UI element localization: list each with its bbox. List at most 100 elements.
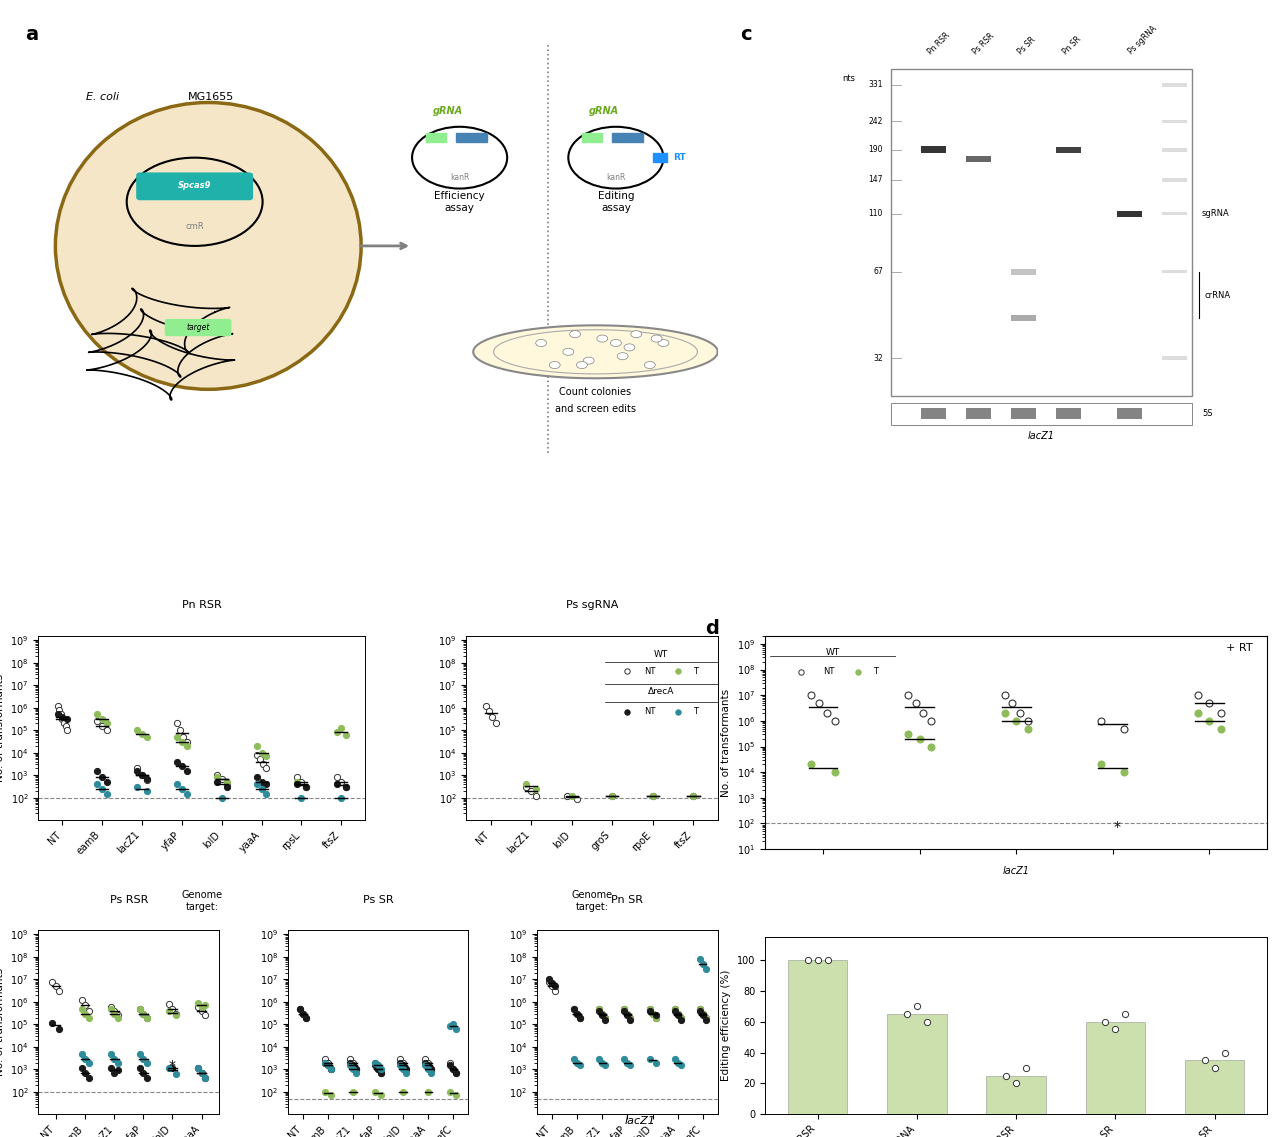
Point (296, 1009, 316, 1027)
Point (570, 1009, 590, 1027)
Point (216, 773, 237, 791)
Bar (1162, 211, 1187, 216)
Point (133, 1004, 154, 1022)
Point (595, 1011, 616, 1029)
Point (92, 780, 113, 798)
Point (127, 721, 147, 739)
Point (667, 1004, 687, 1022)
Point (671, 1009, 691, 1027)
Point (87, 712, 108, 730)
Point (690, 999, 710, 1018)
Point (1114, 763, 1134, 781)
Point (440, 1018, 461, 1036)
Bar (456, 133, 486, 142)
Point (137, 1069, 157, 1087)
Bar (1056, 147, 1082, 152)
Point (365, 1053, 385, 1071)
Point (247, 775, 268, 794)
Point (393, 1056, 413, 1074)
Point (211, 770, 232, 788)
Point (137, 770, 157, 788)
Point (365, 1082, 385, 1101)
Text: lacZ1: lacZ1 (1028, 431, 1055, 441)
Point (108, 1053, 128, 1071)
Bar (653, 153, 667, 163)
Circle shape (584, 357, 594, 364)
Text: gRNA: gRNA (433, 106, 462, 116)
Point (440, 1082, 461, 1101)
Bar (987, 1076, 1046, 1114)
Point (47, 705, 68, 723)
Point (195, 996, 215, 1014)
Point (419, 1053, 439, 1071)
Point (995, 686, 1015, 704)
Point (100, 1045, 120, 1063)
Point (87, 775, 108, 794)
Point (621, 1009, 641, 1027)
Text: Ps RSR: Ps RSR (972, 31, 996, 56)
Point (256, 747, 276, 765)
Point (47, 697, 68, 715)
Text: RT: RT (673, 153, 686, 163)
Point (1091, 712, 1111, 730)
Point (667, 1006, 687, 1024)
Point (52, 711, 73, 729)
Point (897, 725, 918, 744)
Circle shape (644, 362, 655, 368)
Point (617, 1053, 637, 1071)
Text: Genome
target:: Genome target: (572, 890, 613, 912)
Point (50, 705, 70, 723)
Point (92, 711, 113, 729)
Bar (966, 156, 991, 163)
Point (443, 1060, 463, 1078)
Point (346, 1060, 366, 1078)
Point (332, 773, 352, 791)
Point (256, 785, 276, 803)
Point (87, 762, 108, 780)
Text: 110: 110 (869, 209, 883, 218)
Point (570, 1009, 590, 1027)
Text: kanR: kanR (451, 173, 470, 182)
Text: cmR: cmR (186, 222, 204, 231)
Point (897, 686, 918, 704)
Point (920, 712, 941, 730)
Point (570, 1056, 590, 1074)
Point (137, 782, 157, 800)
Point (567, 1053, 588, 1071)
Point (824, 712, 845, 730)
Text: a: a (24, 25, 38, 44)
Point (92, 717, 113, 736)
Point (104, 1049, 124, 1068)
Point (639, 1002, 659, 1020)
Point (639, 1049, 659, 1068)
Bar (887, 1014, 947, 1114)
Point (177, 785, 197, 803)
Point (251, 744, 271, 762)
Point (177, 733, 197, 752)
Title: Ps RSR: Ps RSR (110, 895, 148, 905)
Point (617, 1006, 637, 1024)
Point (129, 1059, 150, 1077)
Point (621, 1009, 641, 1027)
Text: 331: 331 (869, 81, 883, 90)
Point (614, 1049, 635, 1068)
Text: 32: 32 (873, 354, 883, 363)
Point (129, 999, 150, 1018)
Text: crRNA: crRNA (1204, 291, 1230, 299)
Bar (426, 133, 445, 142)
Text: Count colonies: Count colonies (559, 387, 631, 397)
Point (396, 1060, 416, 1078)
Text: nts: nts (842, 74, 855, 83)
Point (447, 1064, 467, 1082)
Point (87, 705, 108, 723)
Bar (891, 69, 1192, 396)
Point (326, 769, 347, 787)
Point (172, 780, 192, 798)
Point (137, 728, 157, 746)
Point (419, 1082, 439, 1101)
Point (97, 773, 118, 791)
Point (339, 1049, 360, 1068)
Point (49, 700, 69, 719)
Point (557, 787, 577, 805)
Point (247, 769, 268, 787)
